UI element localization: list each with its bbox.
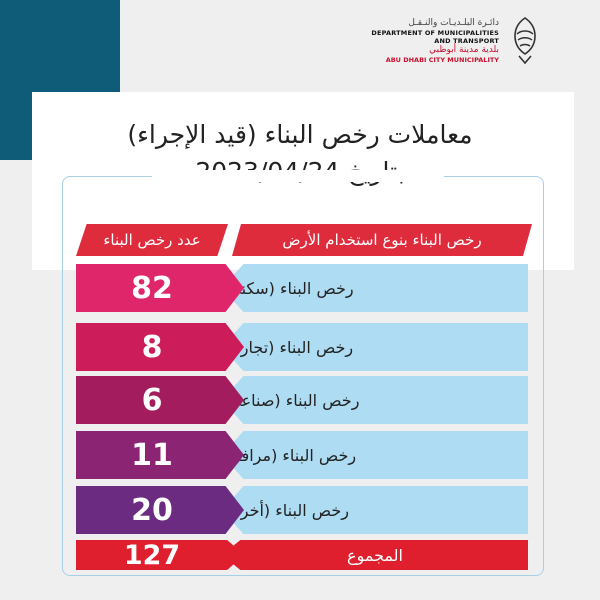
row-count: 11 bbox=[76, 431, 244, 479]
header-type: رخص البناء بنوع استخدام الأرض bbox=[232, 224, 532, 256]
logo-english-municipality: ABU DHABI CITY MUNICIPALITY bbox=[385, 56, 499, 64]
total-label: المجموع bbox=[222, 540, 528, 570]
logo-arabic-municipality: بلدية مدينة أبوظبي bbox=[429, 45, 499, 55]
table-row: رخص البناء (أخرى) 20 bbox=[76, 486, 528, 534]
row-count: 82 bbox=[76, 264, 244, 312]
row-count: 6 bbox=[76, 376, 244, 424]
table-row: رخص البناء (تجاري) 8 bbox=[76, 323, 528, 371]
logo-english-department-1: DEPARTMENT OF MUNICIPALITIES bbox=[371, 29, 499, 37]
table-row: رخص البناء (مرافق) 11 bbox=[76, 431, 528, 479]
row-label: رخص البناء (سكني) bbox=[222, 264, 528, 312]
logo-arabic-department: دائـرة البلـديـات والنـقـل bbox=[408, 18, 499, 28]
total-row: 127 المجموع bbox=[76, 540, 528, 570]
row-count: 20 bbox=[76, 486, 244, 534]
table-row: رخص البناء (صناعي) 6 bbox=[76, 376, 528, 424]
falcon-emblem-icon bbox=[514, 17, 536, 65]
total-count: 127 bbox=[76, 540, 244, 570]
logo-english-department-2: AND TRANSPORT bbox=[434, 37, 499, 45]
table-row: رخص البناء (سكني) 82 bbox=[76, 264, 528, 312]
row-label: رخص البناء (أخرى) bbox=[222, 486, 528, 534]
header-count: عدد رخص البناء bbox=[76, 224, 228, 256]
row-label: رخص البناء (مرافق) bbox=[222, 431, 528, 479]
dmt-logo: دائـرة البلـديـات والنـقـل DEPARTMENT OF… bbox=[345, 16, 545, 66]
page-title: معاملات رخص البناء (قيد الإجراء) bbox=[127, 120, 473, 149]
frame-gap bbox=[152, 170, 444, 182]
row-label: رخص البناء (صناعي) bbox=[222, 376, 528, 424]
row-count: 8 bbox=[76, 323, 244, 371]
row-label: رخص البناء (تجاري) bbox=[222, 323, 528, 371]
